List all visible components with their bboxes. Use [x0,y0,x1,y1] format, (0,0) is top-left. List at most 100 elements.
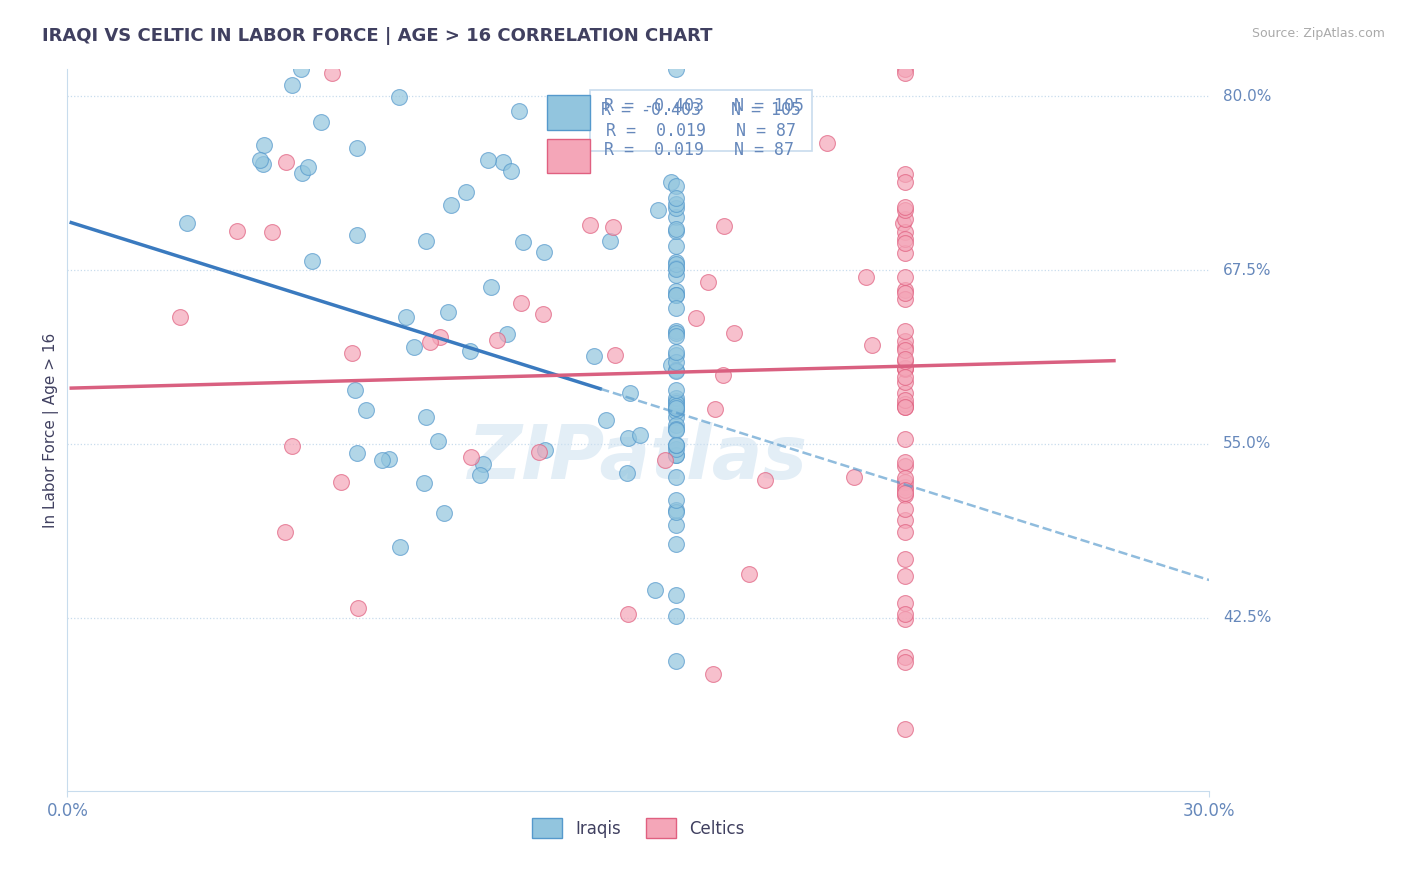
Point [378,452,401,467]
Point [665,239,688,253]
Point [533,244,555,259]
Point [665,391,688,405]
Point [665,287,688,301]
Point [665,417,688,432]
Point [508,103,530,118]
Point [665,384,688,398]
Point [893,471,915,485]
Point [501,164,523,178]
Point [665,537,688,551]
Point [665,326,688,340]
Point [665,502,688,516]
Point [893,211,915,226]
Point [665,191,688,205]
Point [346,228,368,243]
Point [402,340,425,354]
Point [346,446,368,460]
Point [665,401,688,415]
Point [893,397,915,411]
Point [665,284,688,298]
Point [433,507,456,521]
Point [226,224,249,238]
Point [665,262,688,277]
Point [893,361,915,376]
Point [893,607,915,621]
Point [665,394,688,409]
Point [893,235,915,250]
Point [290,62,312,76]
Point [893,502,915,516]
Point [531,307,554,321]
Point [665,363,688,377]
Point [893,283,915,297]
Point [394,310,416,324]
Point [893,400,915,414]
Point [485,333,508,347]
Point [860,338,883,352]
Point [437,305,460,319]
Point [280,439,302,453]
Point [249,153,271,168]
Point [583,349,606,363]
Point [665,517,688,532]
Point [893,655,915,669]
Point [644,583,666,598]
Point [665,257,688,271]
Point [665,655,688,669]
Point [754,473,776,487]
Point [534,443,557,458]
Point [665,423,688,437]
Point [815,136,838,150]
Point [665,410,688,425]
Point [527,445,550,459]
Point [665,268,688,282]
Point [893,596,915,610]
Point [665,589,688,603]
Point [893,203,915,218]
Point [253,138,276,153]
Point [602,220,624,235]
Point [619,386,641,401]
Point [893,385,915,400]
Point [370,453,392,467]
Point [713,219,735,234]
Point [415,235,437,249]
Point [893,246,915,260]
Point [665,448,688,462]
Point [665,201,688,215]
Point [665,261,688,276]
Point [510,296,533,310]
Point [458,343,481,358]
Point [252,157,274,171]
Text: ZIPatlas: ZIPatlas [468,422,808,495]
Text: 80.0%: 80.0% [1223,89,1271,103]
Text: Source: ZipAtlas.com: Source: ZipAtlas.com [1251,27,1385,40]
Point [893,360,915,375]
Point [665,210,688,224]
Point [665,329,688,343]
Point [354,402,377,417]
Point [388,89,411,103]
Point [440,198,463,212]
Point [419,335,441,350]
Point [346,141,368,155]
Point [477,153,499,167]
Point [842,470,865,484]
Point [893,66,915,80]
Point [344,383,367,397]
Point [665,324,688,338]
Point [893,269,915,284]
Point [460,450,482,464]
Point [661,358,683,372]
Point [893,340,915,354]
Point [665,395,688,409]
Point [665,448,688,462]
Point [454,185,477,199]
Point [893,200,915,214]
Legend: Iraqis, Celtics: Iraqis, Celtics [526,812,751,845]
Point [665,355,688,369]
Point [893,351,915,366]
Point [893,370,915,384]
Point [472,457,495,471]
Point [665,609,688,624]
